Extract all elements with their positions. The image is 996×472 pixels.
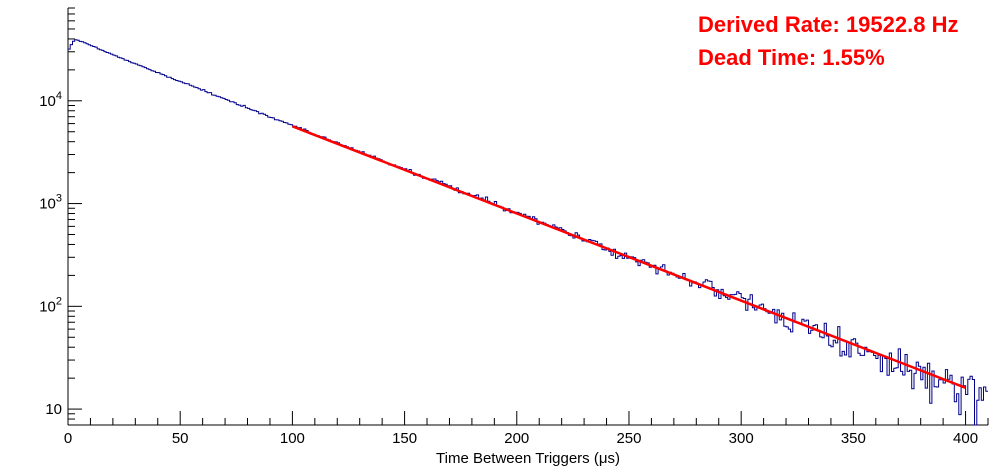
x-tick-label: 50 — [172, 430, 189, 447]
y-tick-label: 103 — [39, 193, 62, 213]
annotation-dead-time: Dead Time: 1.55% — [698, 45, 885, 70]
x-tick-label: 0 — [64, 430, 72, 447]
x-tick-label: 100 — [280, 430, 305, 447]
x-tick-label: 150 — [392, 430, 417, 447]
y-tick-label: 102 — [39, 295, 62, 315]
annotations: Derived Rate: 19522.8 Hz Dead Time: 1.55… — [698, 8, 958, 74]
x-axis-title: Time Between Triggers (μs) — [436, 450, 620, 467]
x-tick-label: 200 — [504, 430, 529, 447]
x-tick-label: 400 — [953, 430, 978, 447]
y-tick-label: 104 — [39, 90, 62, 110]
annotation-derived-rate: Derived Rate: 19522.8 Hz — [698, 12, 959, 37]
y-tick-label: 10 — [45, 401, 62, 418]
histogram-line — [68, 39, 988, 426]
x-tick-label: 350 — [841, 430, 866, 447]
fit-line — [291, 125, 967, 389]
x-tick-label: 300 — [729, 430, 754, 447]
x-tick-label: 250 — [616, 430, 641, 447]
